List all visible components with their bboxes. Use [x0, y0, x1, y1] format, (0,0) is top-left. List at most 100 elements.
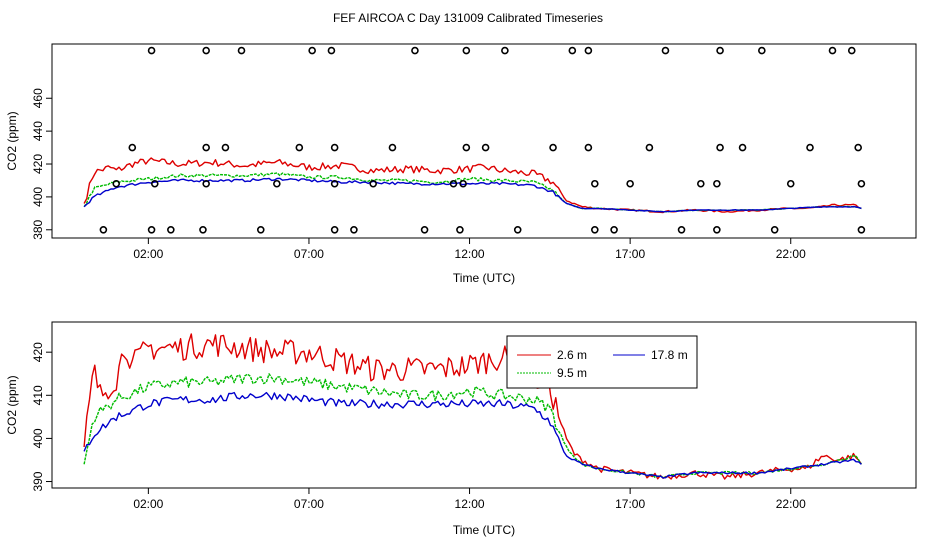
top-series-lines [83, 157, 862, 214]
circle-marker-57 [758, 46, 766, 55]
circle-marker-43 [806, 143, 814, 152]
bottom-series-blue [83, 391, 862, 479]
circle-marker-7 [420, 225, 429, 234]
circle-marker-8 [456, 225, 464, 234]
circle-marker-26 [697, 179, 705, 188]
circle-marker-28 [786, 179, 795, 188]
circle-marker-29 [857, 179, 866, 188]
top-x-tick-label-2: 12:00 [455, 247, 485, 261]
top-x-axis: 02:00 07:00 12:00 17:00 22:00 [133, 238, 806, 261]
top-series-green [83, 172, 862, 213]
bottom-y-tick-label-1: 400 [31, 428, 45, 448]
bottom-x-tick-label-4: 22:00 [776, 497, 806, 511]
top-x-tick-label-3: 17:00 [615, 247, 645, 261]
circle-marker-47 [237, 46, 246, 55]
circle-marker-44 [854, 143, 862, 152]
top-x-tick-label-0: 02:00 [133, 247, 163, 261]
circle-marker-1 [147, 225, 156, 234]
legend: 2.6 m 17.8 m 9.5 m [506, 335, 698, 389]
circle-marker-55 [661, 46, 670, 55]
legend-box [506, 335, 698, 389]
legend-label-2-6m: 2.6 m [557, 348, 587, 362]
bottom-x-axis: 02:00 07:00 12:00 17:00 22:00 [133, 488, 806, 511]
circle-marker-23 [459, 179, 467, 188]
circle-marker-30 [128, 143, 137, 152]
bottom-series-red [83, 333, 862, 480]
circle-marker-54 [584, 46, 593, 55]
circle-marker-5 [330, 225, 339, 234]
bottom-x-axis-label: Time (UTC) [453, 523, 515, 537]
circle-marker-17 [150, 179, 159, 188]
circle-marker-50 [411, 46, 419, 55]
circle-marker-45 [147, 46, 156, 55]
top-series-blue [83, 177, 862, 213]
top-y-tick-label-2: 420 [31, 154, 45, 174]
top-y-tick-label-3: 440 [31, 121, 45, 141]
circle-marker-36 [462, 143, 471, 152]
circle-marker-20 [330, 179, 339, 188]
circle-marker-31 [202, 143, 210, 152]
circle-marker-22 [449, 179, 458, 188]
circle-marker-25 [626, 179, 634, 188]
top-plot-frame [51, 43, 917, 239]
circle-marker-59 [847, 46, 856, 55]
circle-marker-6 [350, 225, 358, 234]
circle-marker-39 [584, 143, 593, 152]
circle-marker-48 [308, 46, 316, 55]
top-circle-markers [99, 46, 866, 234]
bottom-y-tick-label-3: 420 [31, 342, 45, 362]
circle-marker-56 [716, 46, 724, 55]
circle-marker-9 [513, 225, 522, 234]
top-x-tick-label-1: 07:00 [294, 247, 324, 261]
top-y-axis: 380 400 420 440 460 [31, 88, 52, 240]
circle-marker-19 [273, 179, 281, 188]
circle-marker-0 [99, 225, 108, 234]
legend-label-17-8m: 17.8 m [651, 348, 688, 362]
circle-marker-27 [713, 179, 721, 188]
circle-marker-18 [202, 179, 210, 188]
circle-marker-53 [568, 46, 577, 55]
circle-marker-51 [462, 46, 471, 55]
circle-marker-10 [591, 225, 599, 234]
circle-marker-37 [481, 143, 490, 152]
circle-marker-14 [770, 225, 779, 234]
circle-marker-2 [167, 225, 175, 234]
circle-marker-52 [501, 46, 509, 55]
bottom-series-green [83, 373, 862, 479]
circle-marker-13 [713, 225, 721, 234]
bottom-y-tick-label-0: 390 [31, 471, 45, 491]
circle-marker-32 [221, 143, 230, 152]
top-panel: 02:00 07:00 12:00 17:00 22:00 380 400 420 440 46… [5, 43, 917, 285]
top-y-tick-label-1: 400 [31, 187, 45, 207]
circle-marker-49 [327, 46, 336, 55]
circle-marker-38 [549, 143, 557, 152]
bottom-y-tick-label-2: 410 [31, 385, 45, 405]
circle-marker-21 [369, 179, 377, 188]
circle-marker-42 [738, 143, 747, 152]
bottom-x-tick-label-0: 02:00 [133, 497, 163, 511]
circle-marker-58 [828, 46, 837, 55]
chart-title: FEF AIRCOA C Day 131009 Calibrated Times… [333, 11, 603, 25]
circle-marker-3 [199, 225, 207, 234]
top-y-axis-label: CO2 (ppm) [5, 111, 19, 170]
legend-label-9-5m: 9.5 m [557, 366, 587, 380]
circle-marker-12 [677, 225, 686, 234]
circle-marker-4 [256, 225, 265, 234]
bottom-y-axis-label: CO2 (ppm) [5, 375, 19, 434]
bottom-x-tick-label-3: 17:00 [615, 497, 645, 511]
circle-marker-34 [330, 143, 339, 152]
bottom-series-lines [83, 333, 862, 480]
top-series-red [83, 157, 862, 214]
circle-marker-41 [716, 143, 724, 152]
circle-marker-33 [295, 143, 304, 152]
bottom-x-tick-label-1: 07:00 [294, 497, 324, 511]
top-y-tick-label-4: 460 [31, 88, 45, 108]
top-y-tick-label-0: 380 [31, 219, 45, 239]
circle-marker-16 [112, 179, 121, 188]
circle-marker-11 [610, 225, 618, 234]
bottom-plot-frame [51, 321, 917, 489]
circle-marker-35 [388, 143, 397, 152]
circle-marker-24 [591, 179, 599, 188]
bottom-panel: 02:00 07:00 12:00 17:00 22:00 390 400 410 420 T… [5, 321, 917, 537]
